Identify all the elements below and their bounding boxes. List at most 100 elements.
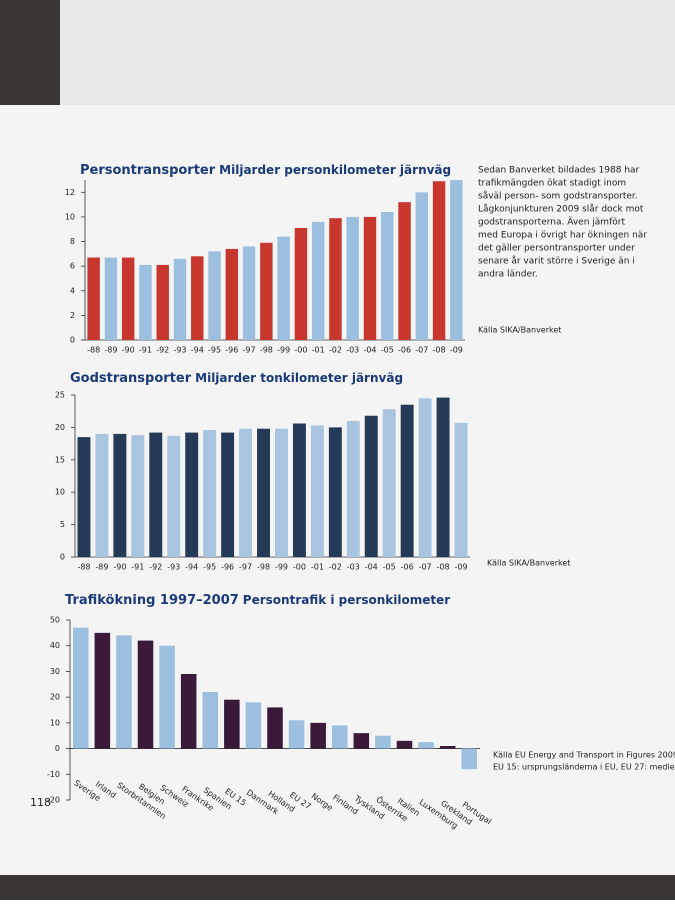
- bar: [364, 415, 378, 557]
- y-tick-label: -20: [47, 796, 60, 805]
- chart-title: Trafikökning 1997–2007 Persontrafik i per…: [65, 593, 450, 608]
- x-tick-label: -98: [260, 346, 273, 355]
- x-tick-label: -02: [329, 346, 342, 355]
- x-tick-label: -01: [312, 346, 325, 355]
- x-tick-label: -00: [293, 563, 306, 572]
- y-tick-label: 30: [50, 667, 60, 676]
- x-tick-label: -95: [208, 346, 221, 355]
- x-tick-label: -92: [156, 346, 169, 355]
- bar: [203, 429, 217, 557]
- bar: [131, 435, 145, 557]
- bar: [121, 257, 135, 340]
- x-tick-label: -06: [401, 563, 414, 572]
- y-tick-label: 6: [70, 262, 75, 271]
- x-tick-label: -99: [277, 346, 290, 355]
- bar: [346, 216, 359, 340]
- bar: [454, 422, 468, 557]
- x-tick-label: -09: [450, 346, 463, 355]
- bar: [415, 192, 429, 340]
- bar: [87, 257, 100, 340]
- bar: [292, 423, 306, 557]
- x-tick-label: -97: [243, 346, 256, 355]
- y-tick-label: 0: [60, 553, 65, 562]
- x-tick-label: -90: [113, 563, 126, 572]
- title-text: Persontransporter: [80, 163, 216, 178]
- x-tick-label: -06: [398, 346, 411, 355]
- body-text: det gäller persontransporter under: [478, 244, 635, 254]
- bar: [375, 735, 391, 749]
- body-text: andra länder.: [478, 270, 538, 280]
- bar: [202, 692, 219, 749]
- bar: [329, 218, 342, 340]
- bar: [139, 264, 152, 340]
- bar: [149, 432, 163, 557]
- bar: [277, 236, 290, 340]
- bar: [239, 428, 253, 557]
- x-tick-label: -00: [294, 346, 307, 355]
- bar: [382, 409, 396, 557]
- bar: [191, 256, 204, 340]
- bar: [432, 181, 446, 340]
- bar: [436, 397, 450, 557]
- x-tick-label: -93: [173, 346, 186, 355]
- title-text: Godstransporter: [70, 371, 192, 386]
- bar: [310, 722, 326, 749]
- bar: [113, 433, 127, 557]
- x-tick-label: -03: [346, 346, 359, 355]
- x-tick-label: -03: [347, 563, 360, 572]
- x-tick-label: -96: [225, 346, 238, 355]
- bar: [245, 702, 262, 749]
- bar: [156, 264, 169, 340]
- bar: [396, 740, 413, 749]
- x-tick-label: -07: [419, 563, 432, 572]
- bar: [95, 433, 109, 557]
- y-tick-label: 0: [70, 336, 75, 345]
- x-tick-label: -93: [167, 563, 180, 572]
- body-text: Lågkonjunkturen 2009 slår dock mot: [478, 204, 644, 215]
- body-text: Sedan Banverket bildades 1988 har: [478, 166, 640, 176]
- y-tick-label: -10: [47, 770, 60, 779]
- subtitle-text: Miljarder tonkilometer järnväg: [195, 371, 403, 385]
- bar: [381, 212, 394, 340]
- x-tick-label: -01: [311, 563, 324, 572]
- bar: [439, 746, 456, 749]
- y-tick-label: 10: [65, 212, 75, 221]
- x-tick-label: -89: [95, 563, 108, 572]
- bar: [94, 632, 111, 749]
- y-tick-label: 20: [50, 693, 60, 702]
- x-tick-label: -88: [87, 346, 100, 355]
- bar: [363, 216, 377, 340]
- bar: [461, 748, 477, 770]
- body-text: godstransporterna. Även jämfört: [478, 217, 625, 228]
- x-tick-label: -99: [275, 563, 288, 572]
- x-tick-label: -92: [149, 563, 162, 572]
- x-tick-label: -05: [383, 563, 396, 572]
- bar: [185, 432, 199, 557]
- bar: [257, 428, 270, 557]
- bar: [418, 742, 434, 749]
- bar: [208, 251, 221, 340]
- x-tick-label: -90: [122, 346, 135, 355]
- x-tick-label: -94: [185, 563, 198, 572]
- bar: [400, 404, 414, 557]
- bar: [221, 432, 235, 557]
- y-tick-label: 10: [55, 488, 65, 497]
- bar: [310, 425, 324, 557]
- y-tick-label: 10: [50, 718, 60, 727]
- y-tick-label: 20: [55, 423, 65, 432]
- bar: [137, 640, 154, 749]
- body-text: såväl person- som godstransporter.: [478, 191, 638, 202]
- bar: [353, 733, 370, 749]
- y-tick-label: 15: [55, 455, 65, 464]
- x-tick-label: -98: [257, 563, 270, 572]
- x-tick-label: -96: [221, 563, 234, 572]
- bar: [311, 221, 325, 340]
- body-text: senare år varit större i Sverige än i: [478, 256, 635, 267]
- x-tick-label: -07: [415, 346, 428, 355]
- source-note: EU 15: ursprungsländerna i EU, EU 27: me…: [493, 763, 675, 772]
- x-tick-label: -08: [433, 346, 446, 355]
- bar: [73, 627, 89, 749]
- bar: [77, 437, 91, 557]
- x-tick-label: -05: [381, 346, 394, 355]
